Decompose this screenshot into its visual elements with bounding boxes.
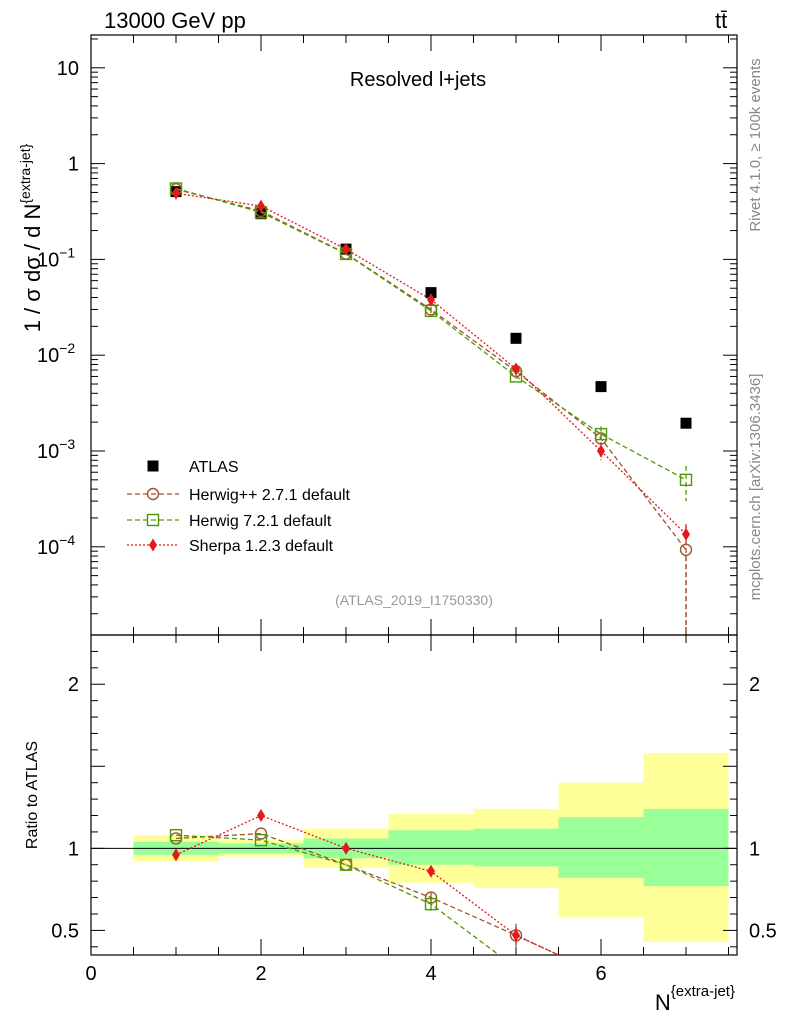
ratio-point-herwig-7-2-1-default: [169, 829, 183, 842]
series-line-sherpa-1-2-3-default: [175, 192, 687, 535]
uncertainty-band-green-6: [643, 808, 729, 887]
data-point-atlas: [510, 332, 522, 344]
legend-label-sherpa-1-2-3-default: Sherpa 1.2.3 default: [189, 538, 334, 555]
ratio-point-herwig-2-7-1-default: [254, 827, 268, 840]
legend: ATLAS Herwig++ 2.7.1 default Herwig 7.2.1 …: [127, 459, 351, 555]
mcplots-label: mcplots.cern.ch [arXiv:1306.3436]: [747, 374, 764, 601]
ratio-point-sherpa-1-2-3-default: [172, 848, 180, 862]
legend-marker-atlas: [147, 460, 159, 472]
ratio-point-sherpa-1-2-3-default: [512, 928, 520, 942]
ratio-point-sherpa-1-2-3-default: [427, 864, 435, 878]
energy-label: 13000 GeV pp: [104, 8, 246, 33]
data-point-herwig-2-7-1-default: [679, 543, 693, 557]
ratio-frame: [90, 634, 738, 956]
plot-title: Resolved l+jets: [350, 69, 486, 91]
data-point-atlas: [425, 287, 437, 299]
main-panel: 10 1 10−1 10−2 10−3 10−4 1 / σ dσ / d N{extra-…: [17, 34, 738, 636]
legend-marker-herwig-2-7-1-default: [146, 487, 160, 501]
process-label: tt̄: [715, 8, 727, 33]
y-tick-label: 10−1: [37, 244, 75, 271]
legend-marker-sherpa-1-2-3-default: [149, 538, 157, 552]
y-tick-label: 10−3: [37, 436, 75, 463]
x-tick-label: 2: [255, 963, 266, 985]
uncertainty-band-green-4: [473, 828, 559, 867]
main-frame: [90, 34, 738, 636]
ratio-point-herwig-7-2-1-default: [424, 897, 438, 911]
ratio-y-tick-label-right: 2: [749, 674, 760, 696]
ratio-y-tick-label-left: 0.5: [51, 920, 79, 942]
data-point-atlas: [595, 381, 607, 393]
ratio-y-tick-label-right: 0.5: [749, 920, 777, 942]
x-tick-label: 4: [425, 963, 436, 985]
ratio-y-tick-label-left: 1: [68, 838, 79, 860]
analysis-id: (ATLAS_2019_I1750330): [335, 592, 493, 608]
uncertainty-band-green-3: [388, 830, 474, 865]
ratio-point-sherpa-1-2-3-default: [342, 841, 350, 855]
legend-label-atlas: ATLAS: [189, 459, 239, 476]
ratio-y-tick-label-left: 2: [68, 674, 79, 696]
data-point-sherpa-1-2-3-default: [512, 362, 520, 376]
y-axis-label: 1 / σ dσ / d N{extra-jet}: [17, 143, 45, 332]
data-point-herwig-7-2-1-default: [679, 473, 693, 487]
y-tick-label: 10−4: [37, 532, 75, 559]
x-tick-label: 0: [85, 963, 96, 985]
data-point-atlas: [680, 417, 692, 429]
x-axis-label: N{extra-jet}: [655, 983, 735, 1015]
ratio-y-tick-label-right: 1: [749, 838, 760, 860]
ratio-line-sherpa-1-2-3-default: [175, 814, 559, 956]
y-tick-label: 10−2: [37, 340, 75, 367]
legend-label-herwig-7-2-1-default: Herwig 7.2.1 default: [189, 513, 332, 530]
y-tick-label: 10: [57, 58, 79, 80]
data-point-sherpa-1-2-3-default: [682, 527, 690, 541]
data-point-sherpa-1-2-3-default: [427, 293, 435, 307]
ratio-point-herwig-7-2-1-default: [254, 833, 268, 847]
ratio-line-herwig-7-2-1-default: [175, 834, 500, 956]
data-point-sherpa-1-2-3-default: [172, 186, 180, 200]
ratio-panel: 0 2 4 6 N{extra-jet} 0.5 0.5 1 1 2 2 Ratio to ATLAS: [24, 634, 777, 1015]
legend-marker-herwig-7-2-1-default: [146, 513, 160, 527]
data-point-sherpa-1-2-3-default: [342, 242, 350, 256]
rivet-label: Rivet 4.1.0, ≥ 100k events: [747, 58, 764, 231]
data-point-herwig-7-2-1-default: [594, 427, 608, 441]
x-tick-label: 6: [595, 963, 606, 985]
ratio-y-axis-label: Ratio to ATLAS: [24, 741, 41, 849]
data-point-atlas: [255, 208, 267, 220]
y-tick-label: 1: [68, 154, 79, 176]
uncertainty-band-green-5: [558, 817, 644, 878]
ratio-point-sherpa-1-2-3-default: [257, 809, 265, 823]
ratio-point-herwig-7-2-1-default: [339, 858, 353, 871]
data-point-sherpa-1-2-3-default: [257, 199, 265, 213]
series-line-herwig-7-2-1-default: [175, 187, 687, 481]
legend-label-herwig-2-7-1-default: Herwig++ 2.7.1 default: [189, 487, 351, 504]
data-point-sherpa-1-2-3-default: [597, 444, 605, 458]
